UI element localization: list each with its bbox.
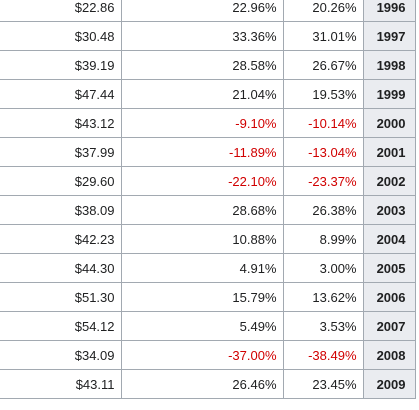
return-a-cell: 4.91% [120, 253, 284, 283]
value-cell: $47.44 [0, 79, 122, 109]
return-a-cell: 5.49% [120, 311, 284, 341]
return-b-cell: 3.00% [282, 253, 364, 283]
return-b-cell: -38.49% [282, 340, 364, 370]
year-cell: 2006 [362, 282, 416, 312]
return-b-cell: 13.62% [282, 282, 364, 312]
return-b-cell: 26.67% [282, 50, 364, 80]
table-row: $54.12 5.49% 3.53% 2007 [0, 311, 416, 341]
return-a-cell: 33.36% [120, 21, 284, 51]
return-a-cell: 28.58% [120, 50, 284, 80]
returns-table-body: $22.86 22.96% 20.26% 1996 $30.48 33.36% … [0, 0, 416, 399]
return-a-cell: -9.10% [120, 108, 284, 138]
table-row: $22.86 22.96% 20.26% 1996 [0, 0, 416, 22]
year-cell: 2009 [362, 369, 416, 399]
table-row: $43.11 26.46% 23.45% 2009 [0, 369, 416, 399]
returns-table: $22.86 22.96% 20.26% 1996 $30.48 33.36% … [0, 0, 416, 399]
year-cell: 1998 [362, 50, 416, 80]
table-row: $47.44 21.04% 19.53% 1999 [0, 79, 416, 109]
value-cell: $37.99 [0, 137, 122, 167]
value-cell: $29.60 [0, 166, 122, 196]
return-a-cell: 21.04% [120, 79, 284, 109]
year-cell: 2000 [362, 108, 416, 138]
return-a-cell: 26.46% [120, 369, 284, 399]
value-cell: $43.12 [0, 108, 122, 138]
year-cell: 2007 [362, 311, 416, 341]
value-cell: $43.11 [0, 369, 122, 399]
return-a-cell: 15.79% [120, 282, 284, 312]
year-cell: 2001 [362, 137, 416, 167]
return-b-cell: 23.45% [282, 369, 364, 399]
return-b-cell: 26.38% [282, 195, 364, 225]
table-row: $44.30 4.91% 3.00% 2005 [0, 253, 416, 283]
return-a-cell: 22.96% [120, 0, 284, 22]
value-cell: $54.12 [0, 311, 122, 341]
value-cell: $42.23 [0, 224, 122, 254]
value-cell: $39.19 [0, 50, 122, 80]
year-cell: 1999 [362, 79, 416, 109]
return-b-cell: 19.53% [282, 79, 364, 109]
table-row: $30.48 33.36% 31.01% 1997 [0, 21, 416, 51]
return-b-cell: -23.37% [282, 166, 364, 196]
value-cell: $44.30 [0, 253, 122, 283]
value-cell: $38.09 [0, 195, 122, 225]
year-cell: 2004 [362, 224, 416, 254]
return-b-cell: -13.04% [282, 137, 364, 167]
table-row: $51.30 15.79% 13.62% 2006 [0, 282, 416, 312]
return-b-cell: -10.14% [282, 108, 364, 138]
value-cell: $34.09 [0, 340, 122, 370]
return-b-cell: 20.26% [282, 0, 364, 22]
year-cell: 2008 [362, 340, 416, 370]
year-cell: 1997 [362, 21, 416, 51]
table-row: $29.60 -22.10% -23.37% 2002 [0, 166, 416, 196]
return-b-cell: 8.99% [282, 224, 364, 254]
return-a-cell: 28.68% [120, 195, 284, 225]
table-row: $37.99 -11.89% -13.04% 2001 [0, 137, 416, 167]
year-cell: 2005 [362, 253, 416, 283]
table-row: $43.12 -9.10% -10.14% 2000 [0, 108, 416, 138]
year-cell: 1996 [362, 0, 416, 22]
value-cell: $30.48 [0, 21, 122, 51]
table-row: $38.09 28.68% 26.38% 2003 [0, 195, 416, 225]
return-b-cell: 31.01% [282, 21, 364, 51]
return-a-cell: -22.10% [120, 166, 284, 196]
value-cell: $22.86 [0, 0, 122, 22]
return-b-cell: 3.53% [282, 311, 364, 341]
return-a-cell: 10.88% [120, 224, 284, 254]
year-cell: 2002 [362, 166, 416, 196]
year-cell: 2003 [362, 195, 416, 225]
value-cell: $51.30 [0, 282, 122, 312]
table-row: $34.09 -37.00% -38.49% 2008 [0, 340, 416, 370]
table-row: $39.19 28.58% 26.67% 1998 [0, 50, 416, 80]
return-a-cell: -11.89% [120, 137, 284, 167]
return-a-cell: -37.00% [120, 340, 284, 370]
table-row: $42.23 10.88% 8.99% 2004 [0, 224, 416, 254]
